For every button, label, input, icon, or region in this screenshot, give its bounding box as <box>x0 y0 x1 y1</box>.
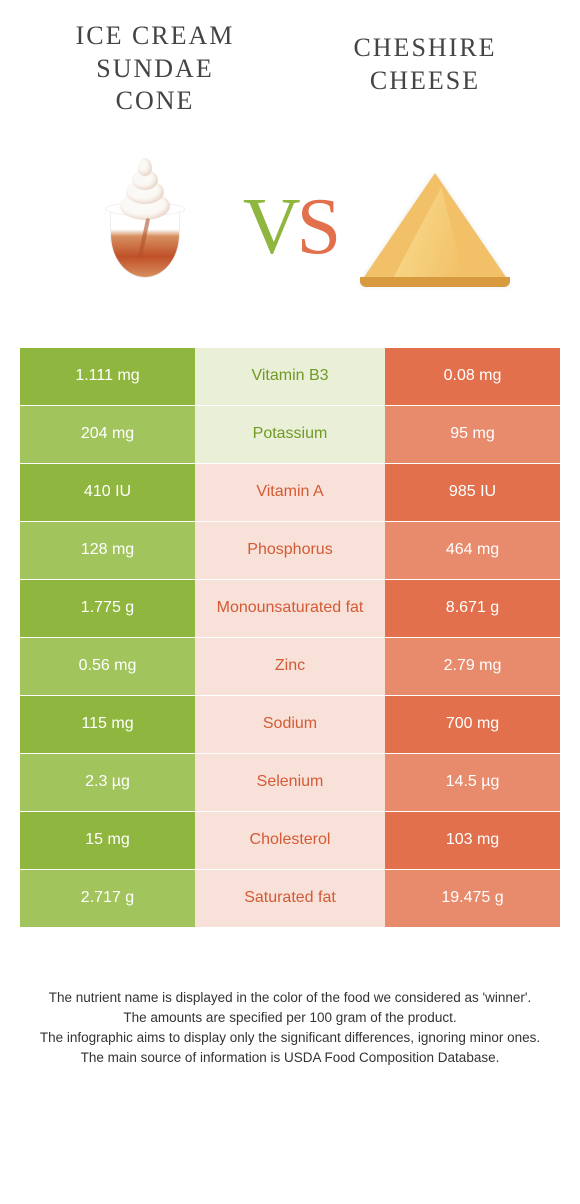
footer-notes: The nutrient name is displayed in the co… <box>0 928 580 1069</box>
right-value: 700 mg <box>385 696 560 753</box>
table-row: 128 mgPhosphorus464 mg <box>20 522 560 580</box>
table-row: 2.3 µgSelenium14.5 µg <box>20 754 560 812</box>
food-title-right: Cheshire cheese <box>310 20 540 118</box>
table-row: 1.111 mgVitamin B30.08 mg <box>20 348 560 406</box>
left-value: 1.775 g <box>20 580 195 637</box>
nutrient-name: Vitamin A <box>195 464 385 521</box>
right-value: 985 IU <box>385 464 560 521</box>
images-row: VS <box>0 128 580 348</box>
vs-label: VS <box>243 182 337 273</box>
nutrient-name: Zinc <box>195 638 385 695</box>
footer-line: The nutrient name is displayed in the co… <box>20 988 560 1008</box>
left-value: 2.3 µg <box>20 754 195 811</box>
nutrient-table: 1.111 mgVitamin B30.08 mg204 mgPotassium… <box>0 348 580 928</box>
table-row: 1.775 gMonounsaturated fat8.671 g <box>20 580 560 638</box>
table-row: 2.717 gSaturated fat19.475 g <box>20 870 560 928</box>
nutrient-name: Potassium <box>195 406 385 463</box>
nutrient-name: Vitamin B3 <box>195 348 385 405</box>
title-line: Cheshire <box>310 32 540 65</box>
right-value: 2.79 mg <box>385 638 560 695</box>
header: Ice cream sundae cone Cheshire cheese <box>0 0 580 128</box>
table-row: 410 IUVitamin A985 IU <box>20 464 560 522</box>
cheese-icon <box>345 138 525 318</box>
left-value: 1.111 mg <box>20 348 195 405</box>
title-line: cheese <box>310 65 540 98</box>
right-value: 8.671 g <box>385 580 560 637</box>
sundae-icon <box>55 138 235 318</box>
left-value: 2.717 g <box>20 870 195 927</box>
right-value: 95 mg <box>385 406 560 463</box>
right-value: 0.08 mg <box>385 348 560 405</box>
nutrient-name: Selenium <box>195 754 385 811</box>
footer-line: The main source of information is USDA F… <box>20 1048 560 1068</box>
right-value: 103 mg <box>385 812 560 869</box>
nutrient-name: Saturated fat <box>195 870 385 927</box>
table-row: 115 mgSodium700 mg <box>20 696 560 754</box>
title-line: cone <box>40 85 270 118</box>
left-value: 115 mg <box>20 696 195 753</box>
left-value: 15 mg <box>20 812 195 869</box>
vs-s: S <box>297 183 338 271</box>
right-value: 19.475 g <box>385 870 560 927</box>
nutrient-name: Phosphorus <box>195 522 385 579</box>
left-value: 128 mg <box>20 522 195 579</box>
nutrient-name: Monounsaturated fat <box>195 580 385 637</box>
left-value: 410 IU <box>20 464 195 521</box>
table-row: 0.56 mgZinc2.79 mg <box>20 638 560 696</box>
right-value: 14.5 µg <box>385 754 560 811</box>
food-title-left: Ice cream sundae cone <box>40 20 270 118</box>
title-line: Ice cream <box>40 20 270 53</box>
title-line: sundae <box>40 53 270 86</box>
footer-line: The amounts are specified per 100 gram o… <box>20 1008 560 1028</box>
right-value: 464 mg <box>385 522 560 579</box>
table-row: 204 mgPotassium95 mg <box>20 406 560 464</box>
left-value: 0.56 mg <box>20 638 195 695</box>
nutrient-name: Cholesterol <box>195 812 385 869</box>
footer-line: The infographic aims to display only the… <box>20 1028 560 1048</box>
left-value: 204 mg <box>20 406 195 463</box>
vs-v: V <box>243 183 297 271</box>
table-row: 15 mgCholesterol103 mg <box>20 812 560 870</box>
nutrient-name: Sodium <box>195 696 385 753</box>
